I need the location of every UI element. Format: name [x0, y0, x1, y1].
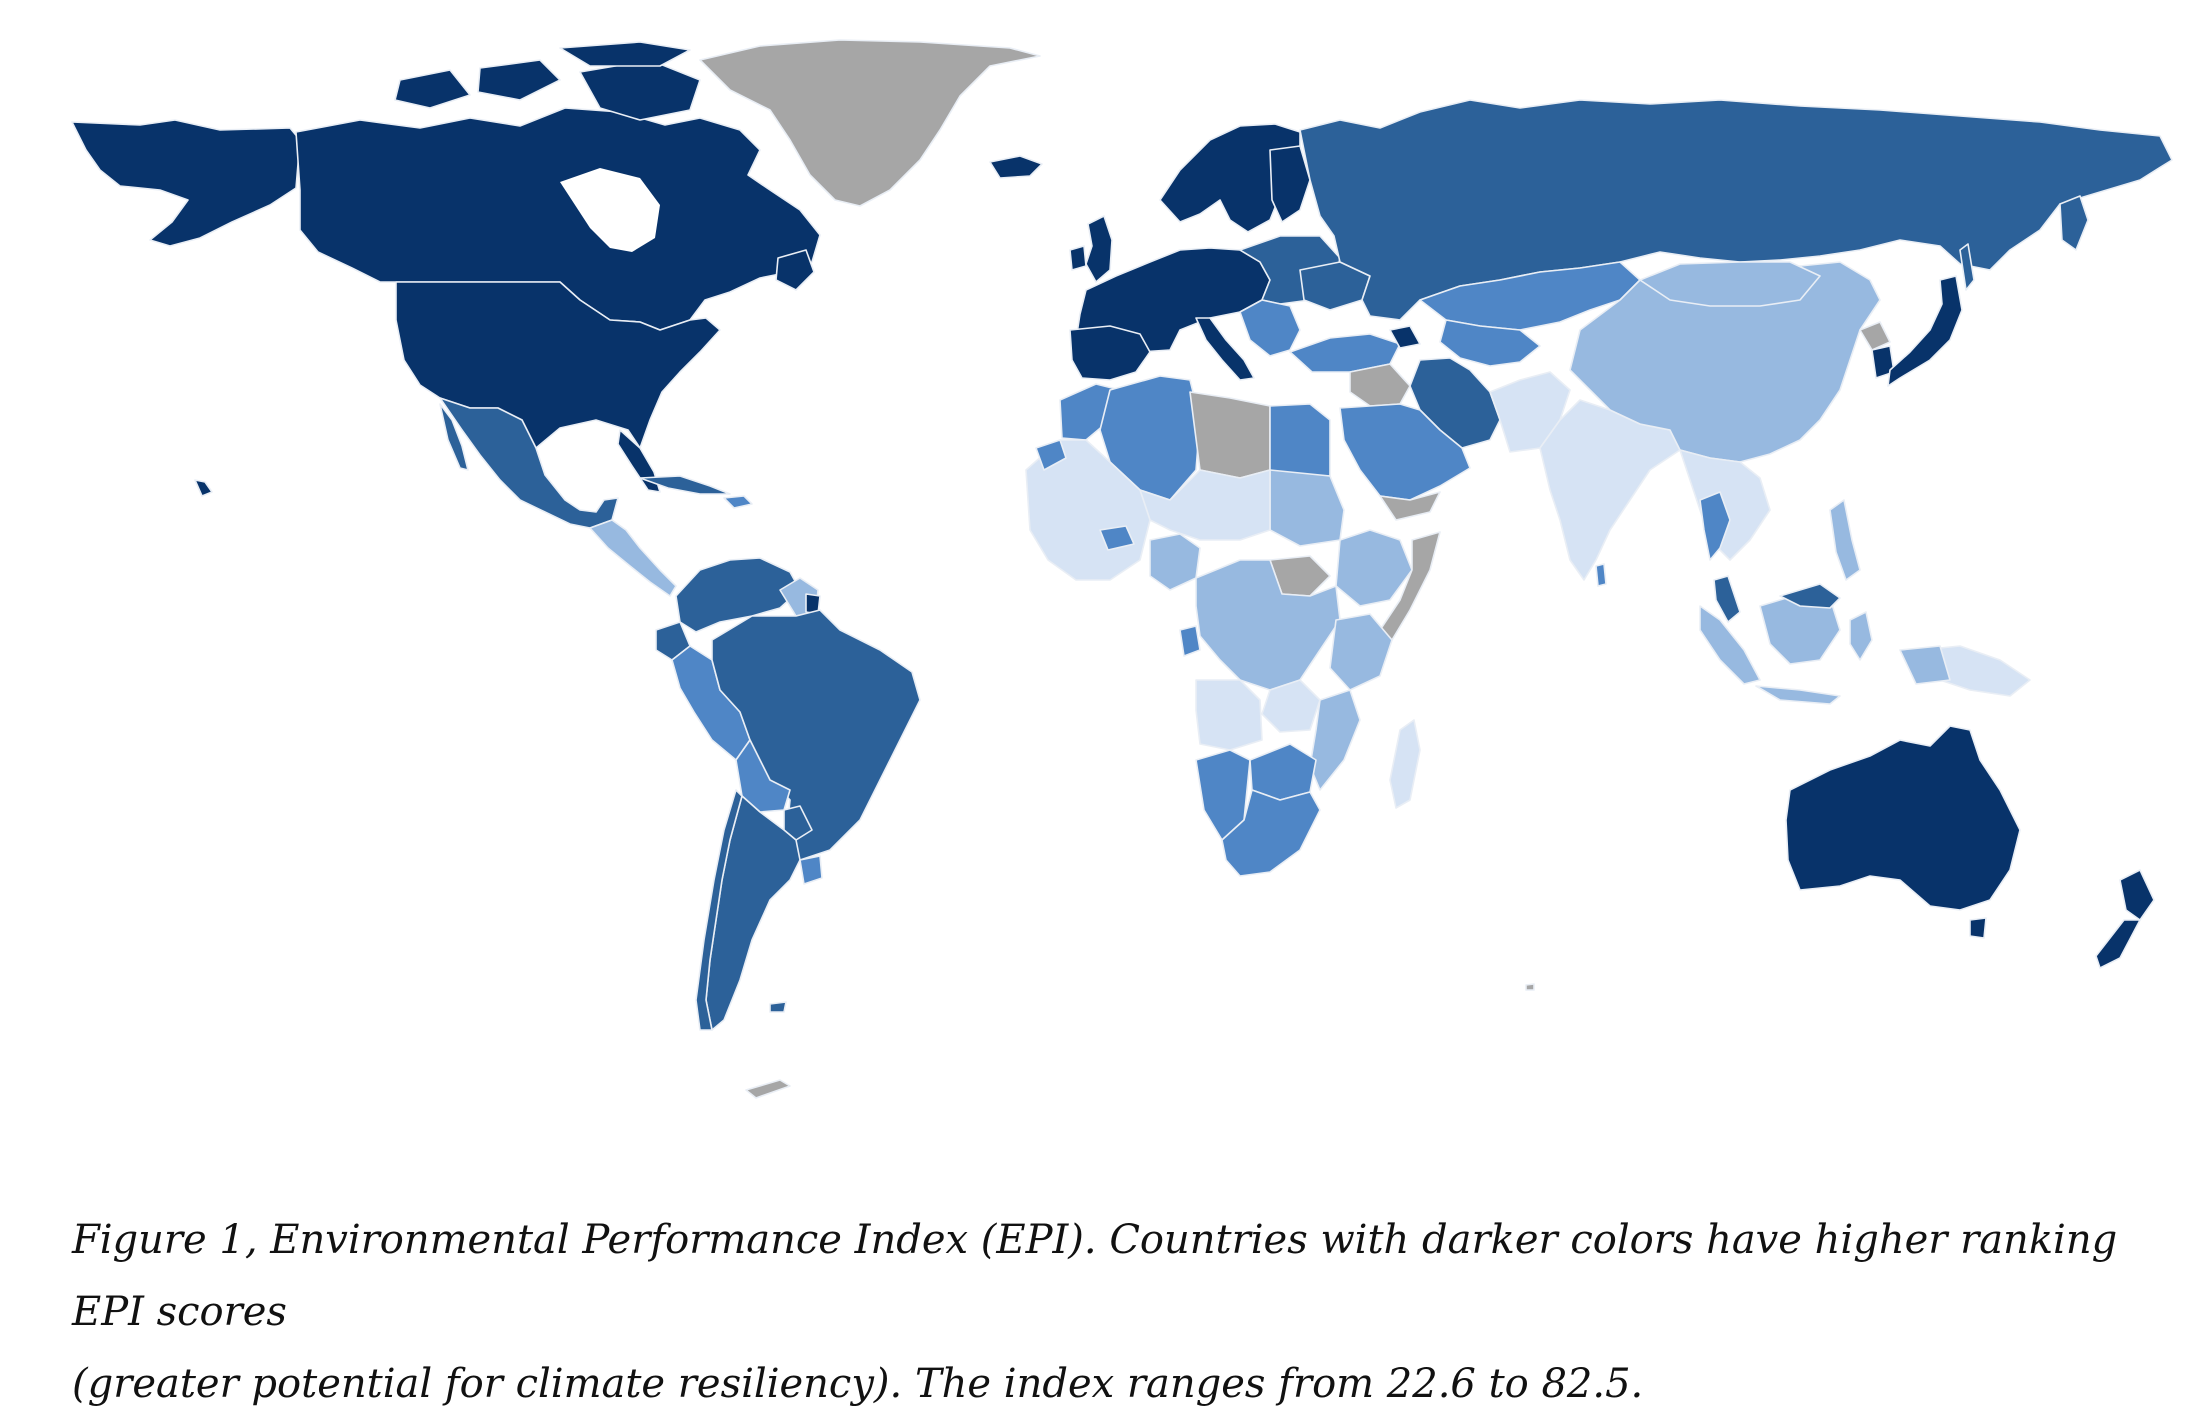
region-north-korea: [1859, 321, 1891, 351]
region-ellesmere-island: [559, 41, 691, 67]
region-libya: [1189, 391, 1271, 479]
region-paraguay: [783, 805, 813, 841]
region-nigeria: [1149, 533, 1201, 591]
epi-figure: Figure 1, Environmental Performance Inde…: [71, 39, 2173, 1407]
region-java: [1755, 685, 1841, 705]
region-mongolia: [1639, 261, 1821, 307]
region-balkans: [1239, 299, 1301, 357]
region-south-africa: [1221, 789, 1321, 877]
region-algeria: [1099, 375, 1201, 501]
region-botswana-zimbabwe: [1249, 743, 1317, 801]
region-kamchatka: [2059, 195, 2089, 251]
region-central-america: [589, 519, 677, 597]
region-baja-california: [439, 403, 469, 471]
region-mexico: [439, 397, 619, 529]
region-chad-niger: [1139, 469, 1271, 541]
region-thailand: [1699, 491, 1731, 561]
region-mozambique: [1309, 689, 1361, 791]
region-cuba: [639, 475, 731, 495]
region-south-georgia: [745, 1079, 791, 1099]
region-alaska: [71, 119, 301, 247]
region-caucasus: [1389, 325, 1421, 349]
region-egypt: [1269, 403, 1331, 477]
region-russia: [1299, 99, 2173, 321]
world-choropleth-map: [71, 39, 2173, 1099]
caption-line-1: Figure 1, Environmental Performance Inde…: [72, 1217, 2118, 1335]
region-gabon: [1179, 625, 1201, 657]
region-mauritania-coast: [1035, 439, 1067, 471]
region-italy: [1195, 317, 1255, 381]
region-west-papua: [1899, 645, 1951, 685]
region-central-africa: [1195, 559, 1341, 691]
region-chile: [695, 789, 743, 1031]
region-uk: [1085, 215, 1113, 283]
region-iraq-syria: [1349, 363, 1411, 407]
region-new-zealand: [2119, 869, 2155, 921]
region-brazil: [711, 609, 921, 861]
region-new-zealand-south: [2095, 919, 2141, 969]
region-angola: [1195, 679, 1263, 751]
region-turkey: [1289, 333, 1401, 373]
region-new-guinea: [1919, 645, 2031, 697]
region-burkina-faso: [1099, 525, 1135, 551]
region-sri-lanka: [1595, 563, 1607, 587]
region-kenya-tanzania: [1329, 613, 1393, 691]
region-falklands: [769, 1001, 787, 1013]
region-sulawesi: [1849, 611, 1873, 661]
region-hawaii: [194, 479, 213, 497]
region-saudi-arabia: [1339, 403, 1471, 501]
region-sakhalin: [1959, 243, 1975, 291]
region-uruguay: [799, 855, 823, 885]
figure-caption: Figure 1, Environmental Performance Inde…: [72, 1204, 2172, 1420]
region-florida: [617, 429, 661, 493]
region-yemen: [1379, 491, 1441, 521]
region-greenland: [699, 39, 1041, 207]
region-iran: [1409, 357, 1501, 449]
region-iberia: [1069, 325, 1151, 381]
region-india: [1539, 399, 1681, 581]
region-south-pacific-island: [1525, 983, 1535, 991]
region-sumatra: [1699, 605, 1761, 685]
region-hispaniola: [723, 495, 753, 509]
caption-line-2: (greater potential for climate resilienc…: [72, 1361, 1644, 1407]
region-argentina: [705, 795, 801, 1031]
region-tasmania: [1969, 917, 1987, 939]
region-arctic-islands: [394, 69, 471, 109]
region-sudan: [1269, 469, 1345, 547]
region-australia: [1785, 725, 2021, 911]
region-ethiopia: [1335, 529, 1413, 607]
region-madagascar: [1389, 719, 1421, 809]
region-philippines: [1829, 499, 1861, 581]
region-finland: [1269, 145, 1311, 223]
region-japan: [1887, 275, 1963, 387]
region-arctic-islands-2: [477, 59, 561, 101]
region-malaysian-borneo: [1779, 583, 1841, 609]
region-iceland: [989, 155, 1043, 179]
region-ireland: [1069, 245, 1087, 271]
region-newfoundland: [775, 249, 815, 291]
region-malaysia: [1713, 575, 1741, 623]
region-central-asia: [1439, 319, 1541, 367]
region-zambia: [1261, 679, 1321, 733]
